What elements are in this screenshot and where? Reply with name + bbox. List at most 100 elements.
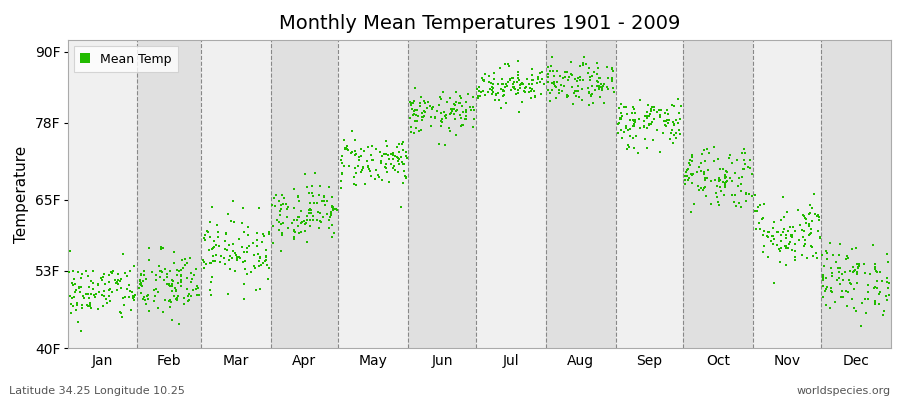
Point — [236, 259, 250, 265]
Text: Latitude 34.25 Longitude 10.25: Latitude 34.25 Longitude 10.25 — [9, 386, 184, 396]
Point — [360, 144, 374, 150]
Point — [659, 118, 673, 124]
Point — [337, 163, 351, 170]
Point — [400, 155, 414, 161]
Point — [379, 138, 393, 145]
Point — [415, 114, 429, 120]
Point — [172, 267, 186, 274]
Point — [571, 82, 585, 89]
Point — [265, 202, 279, 208]
Point — [404, 102, 419, 108]
Point — [175, 277, 189, 284]
Point — [511, 90, 526, 96]
Point — [397, 168, 411, 174]
Point — [208, 258, 222, 264]
Point — [643, 122, 657, 129]
Point — [614, 116, 628, 122]
Point — [302, 210, 316, 216]
Point — [644, 121, 658, 128]
Point — [320, 198, 334, 204]
Point — [535, 91, 549, 98]
Point — [506, 75, 520, 82]
Point — [512, 77, 526, 83]
Point — [629, 132, 643, 139]
Point — [132, 284, 147, 291]
Point — [463, 104, 477, 110]
Point — [221, 242, 236, 248]
Point — [652, 106, 667, 113]
Point — [845, 246, 859, 252]
Point — [584, 91, 598, 97]
Point — [382, 156, 397, 162]
Point — [568, 88, 582, 94]
Point — [386, 152, 400, 158]
Point — [553, 72, 567, 79]
Point — [148, 277, 163, 283]
Point — [305, 190, 320, 196]
Point — [84, 305, 98, 312]
Point — [71, 318, 86, 325]
Point — [808, 210, 823, 217]
Point — [680, 173, 694, 179]
Point — [581, 85, 596, 92]
Point — [291, 194, 305, 200]
Point — [474, 74, 489, 81]
Point — [72, 284, 86, 290]
Point — [500, 99, 514, 106]
Point — [104, 269, 118, 275]
Point — [779, 209, 794, 216]
Point — [795, 227, 809, 233]
Point — [626, 106, 641, 112]
Point — [835, 287, 850, 294]
Point — [743, 157, 758, 164]
Point — [218, 246, 232, 252]
Point — [712, 177, 726, 184]
Point — [93, 289, 107, 295]
Point — [316, 214, 330, 220]
Point — [435, 118, 449, 124]
Point — [432, 102, 446, 108]
Point — [434, 96, 448, 102]
Point — [784, 232, 798, 238]
Point — [797, 215, 812, 221]
Point — [725, 178, 740, 184]
Point — [439, 112, 454, 118]
Point — [543, 68, 557, 75]
Point — [163, 268, 177, 274]
Point — [340, 147, 355, 154]
Point — [348, 148, 363, 154]
Point — [664, 129, 679, 136]
Bar — [476, 40, 545, 348]
Point — [261, 276, 275, 282]
Point — [390, 144, 404, 150]
Point — [525, 66, 539, 73]
Point — [165, 288, 179, 294]
Point — [252, 258, 266, 264]
Point — [69, 306, 84, 313]
Point — [126, 295, 140, 301]
Point — [395, 141, 410, 147]
Point — [152, 263, 166, 270]
Point — [409, 112, 423, 118]
Point — [796, 242, 811, 249]
Point — [667, 103, 681, 109]
Point — [321, 184, 336, 190]
Point — [325, 203, 339, 209]
Point — [881, 259, 896, 265]
Point — [373, 149, 387, 155]
Point — [202, 246, 217, 253]
Point — [183, 291, 197, 297]
Point — [519, 76, 534, 82]
Point — [169, 296, 184, 303]
Point — [452, 99, 466, 106]
Point — [178, 262, 193, 268]
Point — [388, 166, 402, 173]
Point — [185, 286, 200, 293]
Point — [496, 80, 510, 87]
Point — [286, 186, 301, 193]
Point — [590, 60, 604, 66]
Point — [662, 117, 677, 124]
Point — [384, 151, 399, 158]
Point — [707, 177, 722, 184]
Point — [521, 88, 535, 95]
